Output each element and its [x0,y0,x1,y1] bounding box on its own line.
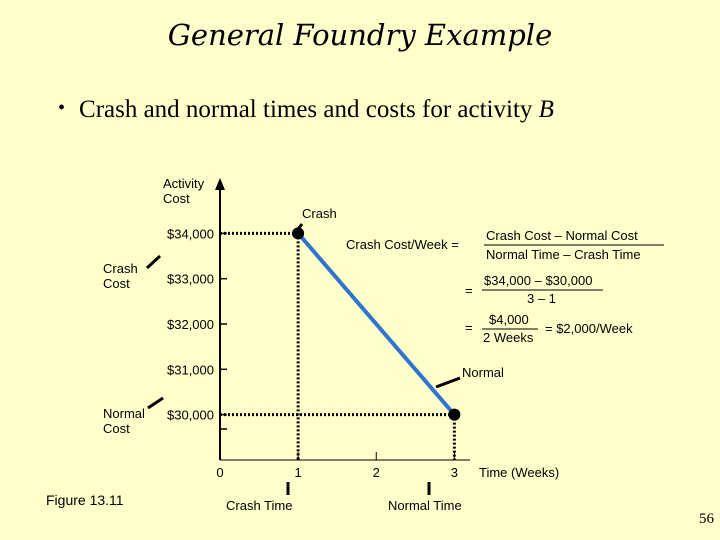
formula-frac1-den: Normal Time – Crash Time [486,247,641,262]
formula-frac3-num: $4,000 [489,312,529,327]
formula-frac3-den: 2 Weeks [483,330,534,345]
y-tick-label: $31,000 [167,362,214,377]
data-point [292,227,305,240]
crash-cost-side-label-line2: Cost [103,276,130,291]
y-ticks: $30,000 $31,000 $32,000 $33,000 $34,000 [167,226,227,430]
series [296,232,456,416]
crash-cost-side-label-line1: Crash [103,261,138,276]
normal-point-label: Normal [462,365,504,380]
bullet-text: Crash and normal times and costs for act… [79,96,533,123]
y-tick-label: $33,000 [167,272,214,287]
normal-cost-arrow [147,396,164,410]
normal-point-arrow [435,376,461,389]
formula-frac2-den: 3 – 1 [527,291,556,306]
y-axis-label-line2: Cost [163,191,190,206]
x-tick-label: 2 [373,465,380,480]
x-tick-label: 3 [451,465,458,480]
x-ticks: 0 1 2 3 [216,452,458,480]
data-point [448,408,461,421]
crash-point-label: Crash [302,206,337,221]
formula-equals-3: = [465,320,473,335]
formula-frac1-num: Crash Cost – Normal Cost [486,228,638,243]
crash-cost-arrow [145,254,162,270]
dotted-guides [220,231,456,460]
crash-point-arrow [291,223,304,237]
slide-title: General Foundry Example [167,18,553,52]
y-tick-label: $32,000 [167,317,214,332]
formula-frac2-num: $34,000 – $30,000 [484,273,592,288]
figure-label: Figure 13.11 [46,492,124,508]
crash-time-label: Crash Time [226,498,292,513]
x-tick-label: 0 [216,465,223,480]
bullet-activity-var: B [538,96,554,123]
normal-cost-side-label-line2: Cost [103,421,130,436]
cost-line [296,232,456,416]
bullet-marker: • [58,97,66,119]
bullet-line: • Crash and normal times and costs for ac… [58,96,554,124]
points [292,227,461,421]
normal-cost-side-label-line1: Normal [103,406,145,421]
y-axis-label-line1: Activity [163,176,205,191]
x-tick-label: 1 [295,465,302,480]
formula-lhs: Crash Cost/Week = [346,237,459,252]
y-axis-arrow [215,178,225,190]
x-axis-label: Time (Weeks) [479,465,559,480]
normal-time-label: Normal Time [388,498,462,513]
page-number: 56 [699,511,714,527]
formula-equals-2: = [465,283,473,298]
y-tick-label: $30,000 [167,408,214,423]
y-tick-label: $34,000 [167,226,214,241]
formula-result: = $2,000/Week [545,321,633,336]
